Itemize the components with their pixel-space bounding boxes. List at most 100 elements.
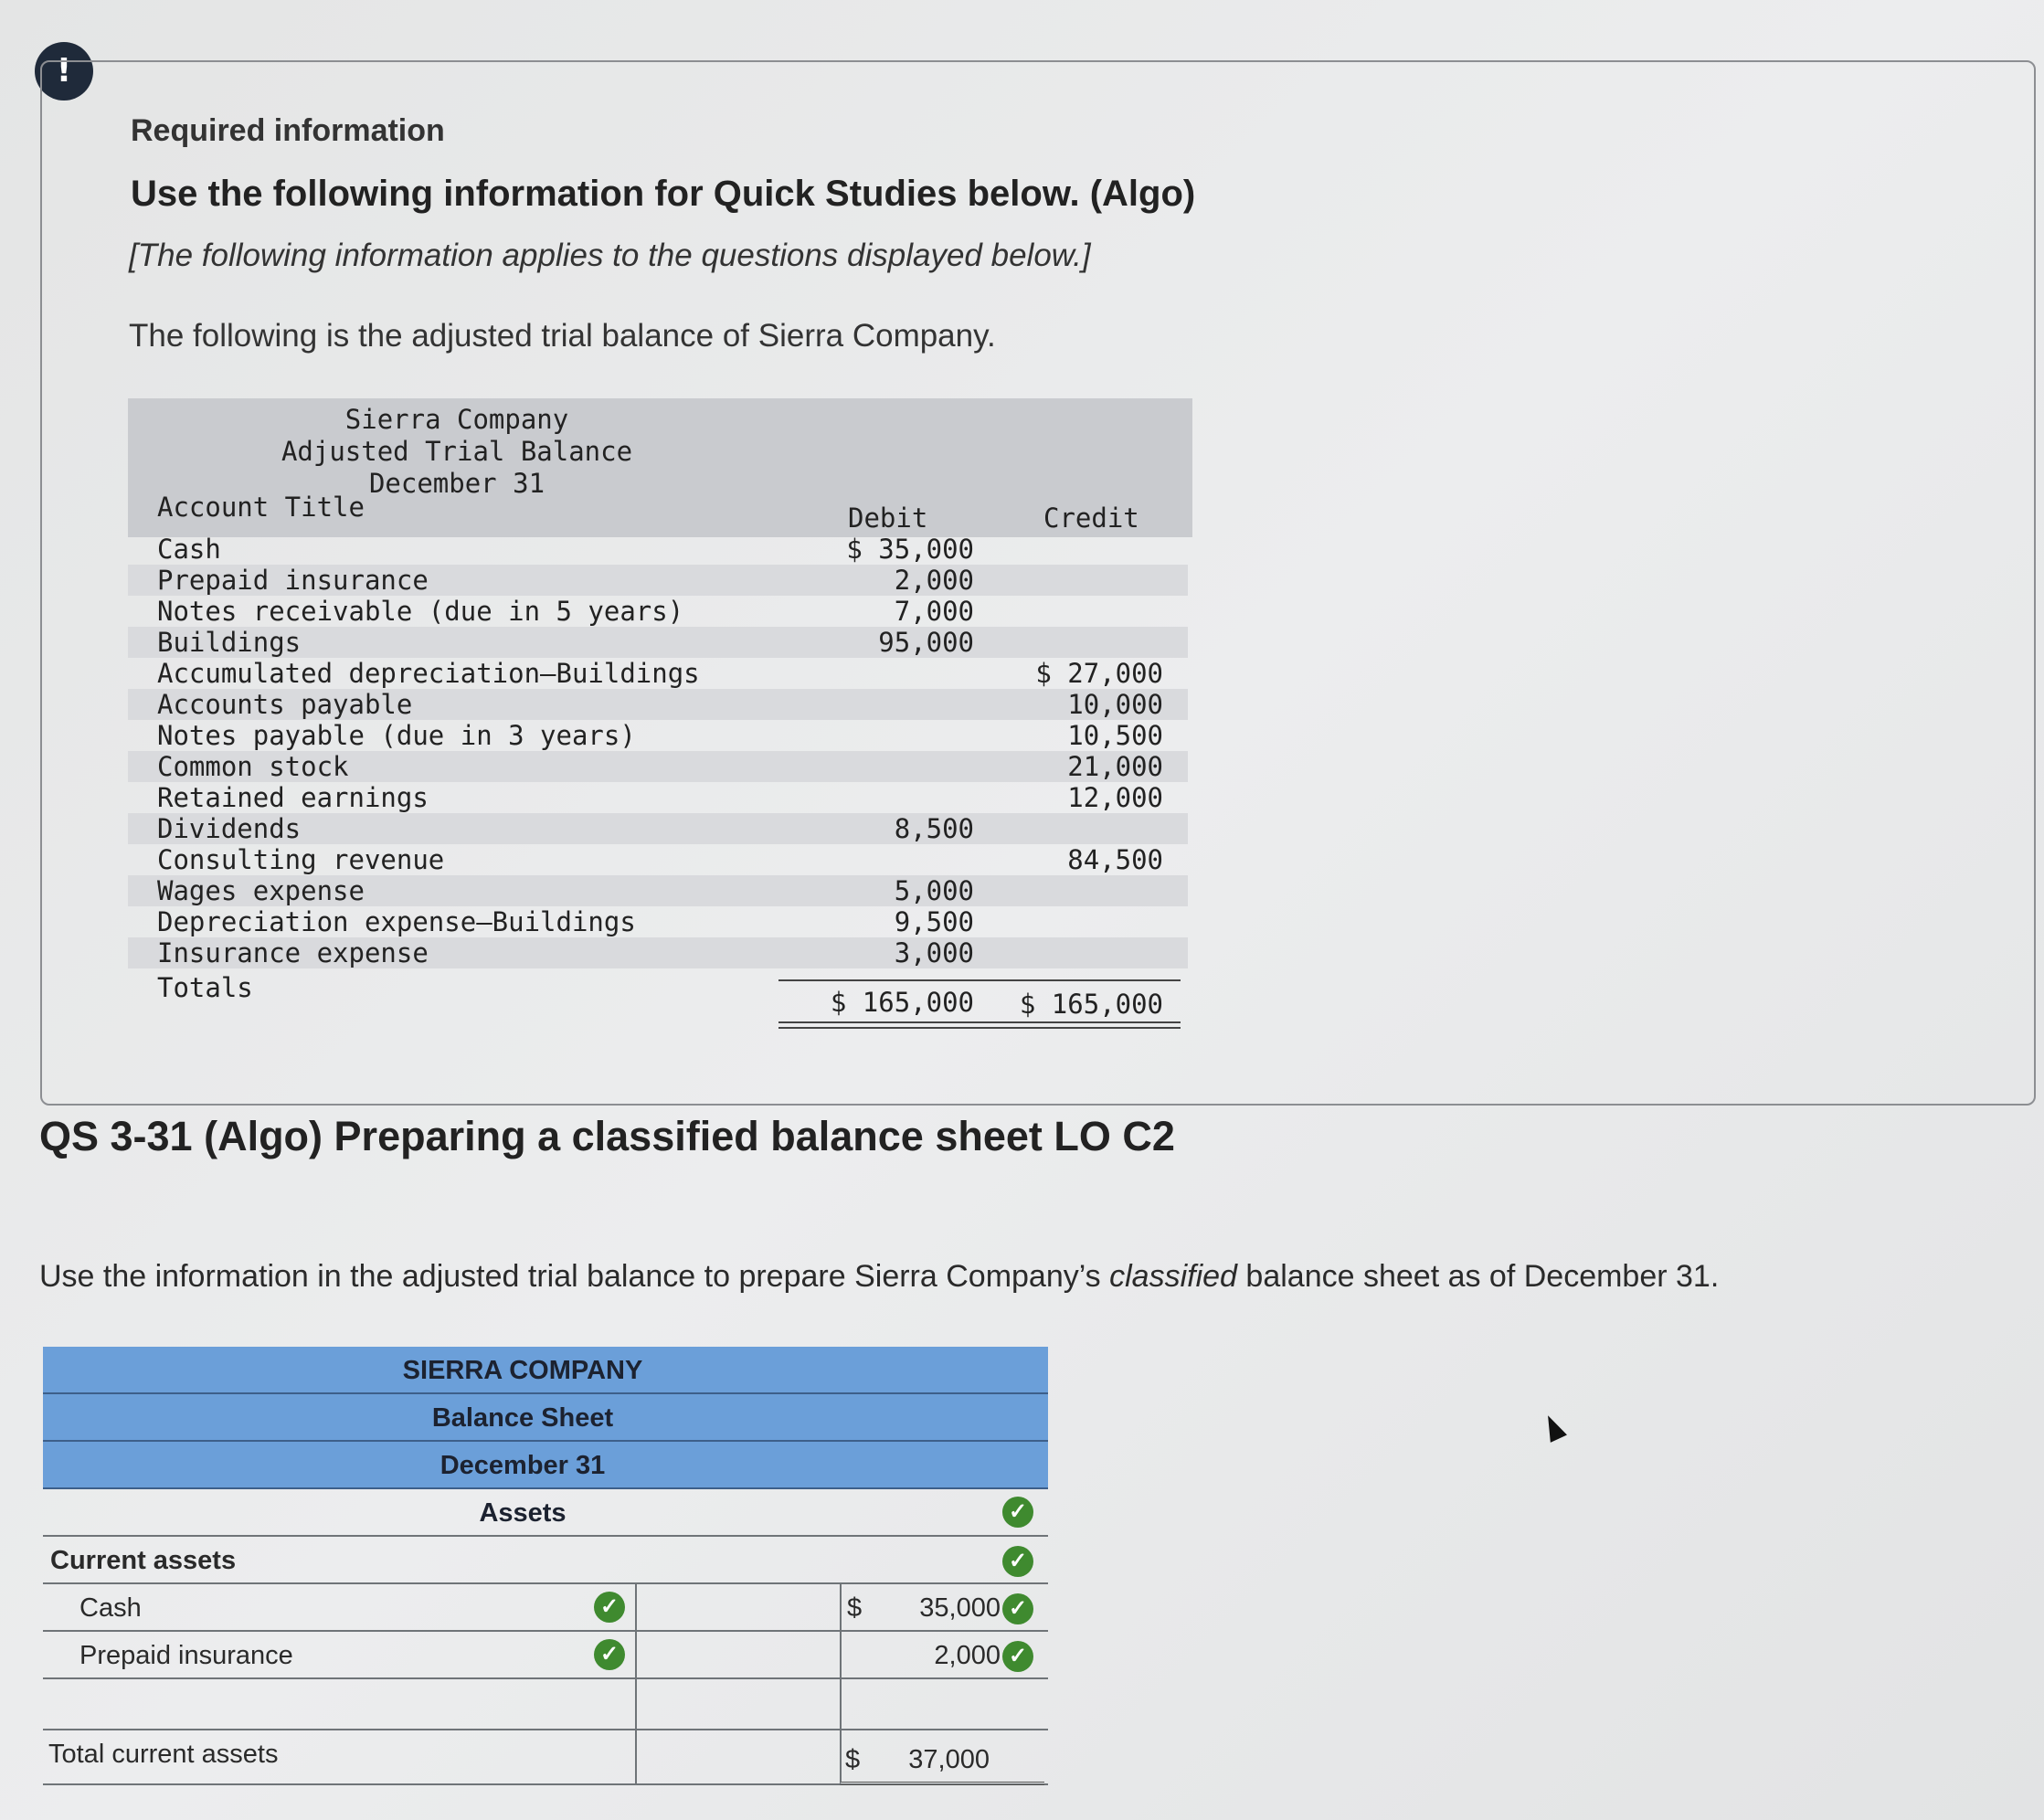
bs-section[interactable]: Assets: [479, 1498, 567, 1528]
tb-row: Notes receivable (due in 5 years) 7,000: [128, 596, 1188, 627]
tb-debit: 5,000: [894, 875, 974, 906]
tb-account: Notes payable (due in 3 years): [157, 720, 636, 751]
bs-prepaid-row: Prepaid insurance ✓ 2,000 ✓: [43, 1632, 1048, 1679]
tb-account: Prepaid insurance: [157, 565, 429, 596]
tb-row: Dividends 8,500: [128, 813, 1188, 844]
tb-account: Depreciation expense—Buildings: [157, 906, 636, 937]
tb-credit: 12,000: [1067, 782, 1163, 813]
bs-total-label: Total current assets: [48, 1740, 279, 1769]
question-instructions: Use the information in the adjusted tria…: [39, 1259, 1719, 1295]
tb-totals-label: Totals: [157, 972, 253, 1003]
tb-total-debit: $ 165,000: [830, 987, 974, 1018]
tb-account: Retained earnings: [157, 782, 429, 813]
instr-emphasis: classified: [1109, 1259, 1237, 1294]
tb-account: Buildings: [157, 627, 302, 658]
info-intro: The following is the adjusted trial bala…: [129, 318, 996, 354]
tb-row: Buildings 95,000: [128, 627, 1188, 658]
bs-empty-label-input[interactable]: [43, 1679, 635, 1727]
bs-prepaid-label[interactable]: Prepaid insurance: [79, 1641, 293, 1670]
bs-cash-label[interactable]: Cash: [79, 1593, 142, 1623]
bs-cash-row: Cash ✓ $35,000 ✓: [43, 1584, 1048, 1632]
tb-credit: 84,500: [1067, 844, 1163, 875]
bs-prepaid-amount-input[interactable]: [635, 1632, 840, 1679]
info-note: [The following information applies to th…: [129, 238, 1091, 273]
tb-account: Cash: [157, 534, 221, 565]
tb-row: Depreciation expense—Buildings 9,500: [128, 906, 1188, 937]
bs-empty-total-input[interactable]: [840, 1679, 1044, 1730]
tb-row: Prepaid insurance 2,000: [128, 565, 1188, 596]
tb-row: Common stock 21,000: [128, 751, 1188, 782]
tb-row: Retained earnings 12,000: [128, 782, 1188, 813]
bs-total-value-input[interactable]: $37,000: [840, 1730, 1044, 1785]
bs-date: December 31: [440, 1451, 606, 1480]
tb-row: Accounts payable 10,000: [128, 689, 1188, 720]
dollar-sign: $: [845, 1745, 861, 1774]
tb-row: Insurance expense 3,000: [128, 937, 1188, 968]
tb-credit: 21,000: [1067, 751, 1163, 782]
tb-account: Wages expense: [157, 875, 365, 906]
instr-text: Use the information in the adjusted tria…: [39, 1259, 1110, 1294]
check-circle-icon: ✓: [1002, 1546, 1033, 1577]
bs-report-row: Balance Sheet: [43, 1394, 1048, 1442]
totals-rule: [778, 979, 1181, 981]
tb-col-account: Account Title: [157, 492, 365, 523]
tb-account: Notes receivable (due in 5 years): [157, 596, 684, 627]
bs-section-row[interactable]: Assets ✓: [43, 1489, 1048, 1537]
tb-row: Notes payable (due in 3 years) 10,500: [128, 720, 1188, 751]
tb-account: Insurance expense: [157, 937, 429, 968]
check-circle-icon: ✓: [1002, 1497, 1033, 1528]
bs-current-assets-row[interactable]: Current assets ✓: [43, 1537, 1048, 1584]
trial-balance-header: [128, 398, 1192, 537]
tb-row: Cash $ 35,000: [128, 534, 1188, 565]
tb-credit: 10,000: [1067, 689, 1163, 720]
check-circle-icon: ✓: [1002, 1593, 1033, 1624]
check-circle-icon: ✓: [594, 1639, 625, 1670]
tb-date: December 31: [368, 468, 545, 499]
bs-company-row: SIERRA COMPANY: [43, 1347, 1048, 1394]
info-title: Use the following information for Quick …: [131, 174, 1196, 214]
bs-empty-row: [43, 1679, 1048, 1730]
tb-debit: 95,000: [878, 627, 974, 658]
tb-col-credit: Credit: [1043, 503, 1139, 534]
bs-total-row: Total current assets $37,000: [43, 1730, 1048, 1785]
tb-debit: 9,500: [894, 906, 974, 937]
bs-current-assets-label[interactable]: Current assets: [50, 1546, 237, 1575]
tb-debit: 7,000: [894, 596, 974, 627]
bs-total-value: 37,000: [908, 1745, 990, 1774]
bs-date-row: December 31: [43, 1442, 1048, 1489]
bs-cash-total-input[interactable]: $35,000: [840, 1584, 1044, 1632]
tb-account: Accounts payable: [157, 689, 413, 720]
tb-row: Consulting revenue 84,500: [128, 844, 1188, 875]
bs-report: Balance Sheet: [431, 1403, 614, 1433]
tb-account: Consulting revenue: [157, 844, 445, 875]
dollar-sign: $: [847, 1593, 863, 1623]
bs-company: SIERRA COMPANY: [402, 1356, 643, 1385]
tb-account: Dividends: [157, 813, 302, 844]
mouse-cursor-icon: [1540, 1412, 1567, 1443]
bs-prepaid-total-input[interactable]: 2,000: [840, 1632, 1044, 1679]
bs-cash-value: 35,000: [919, 1593, 1001, 1623]
required-info-label: Required information: [131, 113, 445, 148]
question-heading: QS 3-31 (Algo) Preparing a classified ba…: [39, 1113, 1175, 1159]
bs-prepaid-value: 2,000: [934, 1641, 1001, 1670]
trial-balance-table: Sierra Company Adjusted Trial Balance De…: [128, 398, 1192, 1038]
double-rule-bottom: [778, 1027, 1181, 1029]
tb-row: Accumulated depreciation—Buildings $ 27,0…: [128, 658, 1188, 689]
bs-empty-amount-input[interactable]: [635, 1679, 840, 1730]
required-info-box: [40, 60, 2036, 1106]
tb-debit: 3,000: [894, 937, 974, 968]
double-rule-top: [778, 1021, 1181, 1023]
tb-credit: 10,500: [1067, 720, 1163, 751]
tb-total-credit: $ 165,000: [1019, 989, 1163, 1020]
check-circle-icon: ✓: [594, 1592, 625, 1623]
bs-cash-amount-input[interactable]: [635, 1584, 840, 1632]
tb-debit: $ 35,000: [846, 534, 974, 565]
tb-report: Adjusted Trial Balance: [281, 436, 633, 467]
tb-col-debit: Debit: [848, 503, 928, 534]
exclamation-icon: !: [35, 42, 93, 101]
bs-total-amount-input[interactable]: [635, 1730, 840, 1785]
tb-account: Common stock: [157, 751, 349, 782]
tb-credit: $ 27,000: [1035, 658, 1163, 689]
tb-account: Accumulated depreciation—Buildings: [157, 658, 700, 689]
tb-debit: 2,000: [894, 565, 974, 596]
